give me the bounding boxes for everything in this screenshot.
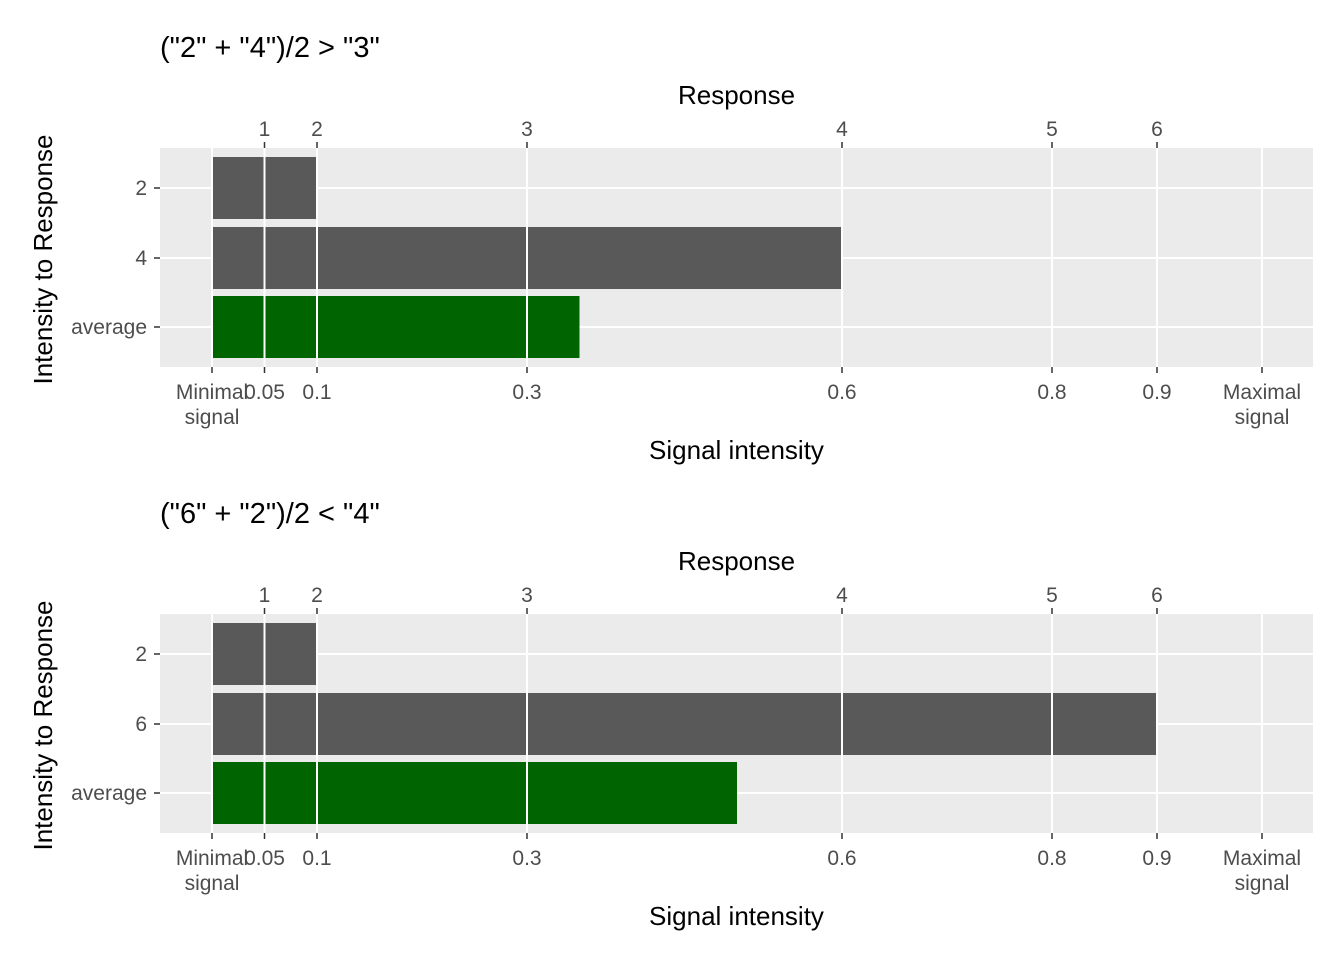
y-axis-tick-label: 6 bbox=[135, 713, 147, 736]
top-axis-tick-label: 3 bbox=[521, 118, 533, 141]
x-axis-tick-label: Maximal signal bbox=[1223, 381, 1301, 429]
y-axis-tick-label: average bbox=[71, 316, 147, 339]
y-axis-tick-label: 2 bbox=[135, 643, 147, 666]
x-axis-tick-label: Maximal signal bbox=[1223, 847, 1301, 895]
x-axis-tick-label: 0.1 bbox=[302, 381, 331, 404]
x-axis-tick-label: 0.6 bbox=[827, 381, 856, 404]
top-axis-tick-label: 1 bbox=[259, 118, 271, 141]
top-axis-tick-label: 2 bbox=[311, 118, 323, 141]
x-axis-tick-label: 0.6 bbox=[827, 847, 856, 870]
x-axis-title: Signal intensity bbox=[649, 901, 824, 931]
top-axis-tick-label: 4 bbox=[836, 584, 848, 607]
y-axis-tick-label: 4 bbox=[135, 247, 147, 270]
top-axis-tick-label: 6 bbox=[1151, 584, 1163, 607]
bar-6 bbox=[212, 693, 1157, 755]
x-axis-tick-label: 0.9 bbox=[1142, 847, 1171, 870]
top-axis-tick-label: 5 bbox=[1046, 584, 1058, 607]
top-axis-tick-label: 3 bbox=[521, 584, 533, 607]
x-axis-tick-label: 0.3 bbox=[512, 847, 541, 870]
chart-panel-2: ("6" + "2")/2 < "4" Response 1 2 3 4 5 6 2 6 avera… bbox=[28, 498, 1313, 931]
y-axis-title: Intensity to Response bbox=[28, 600, 58, 850]
top-axis-tick-label: 2 bbox=[311, 584, 323, 607]
x-axis-tick-label: 0.8 bbox=[1037, 381, 1066, 404]
x-axis-tick-label: 0.8 bbox=[1037, 847, 1066, 870]
top-axis-tick-label: 5 bbox=[1046, 118, 1058, 141]
x-axis-tick-label: Minimal signal bbox=[176, 847, 248, 895]
y-axis-tick-label: average bbox=[71, 782, 147, 805]
y-axis-title: Intensity to Response bbox=[28, 134, 58, 384]
x-axis-tick-label: 0.05 bbox=[244, 847, 285, 870]
bar-average bbox=[212, 762, 737, 824]
chart-title: ("6" + "2")/2 < "4" bbox=[160, 498, 380, 530]
x-axis-tick-label: 0.05 bbox=[244, 381, 285, 404]
top-axis-tick-label: 1 bbox=[259, 584, 271, 607]
top-axis-tick-label: 4 bbox=[836, 118, 848, 141]
chart-panel-1: ("2" + "4")/2 > "3" Response 1 2 3 4 5 6 2 4 avera… bbox=[28, 32, 1313, 465]
x-axis-tick-label: Minimal signal bbox=[176, 381, 248, 429]
x-axis-tick-label: 0.9 bbox=[1142, 381, 1171, 404]
bar-average bbox=[212, 296, 580, 358]
top-axis-tick-label: 6 bbox=[1151, 118, 1163, 141]
top-axis-title: Response bbox=[678, 546, 795, 576]
x-axis-tick-label: 0.3 bbox=[512, 381, 541, 404]
y-axis-tick-label: 2 bbox=[135, 177, 147, 200]
x-axis-tick-label: 0.1 bbox=[302, 847, 331, 870]
chart-title: ("2" + "4")/2 > "3" bbox=[160, 32, 380, 64]
x-axis-title: Signal intensity bbox=[649, 435, 824, 465]
top-axis-title: Response bbox=[678, 80, 795, 110]
